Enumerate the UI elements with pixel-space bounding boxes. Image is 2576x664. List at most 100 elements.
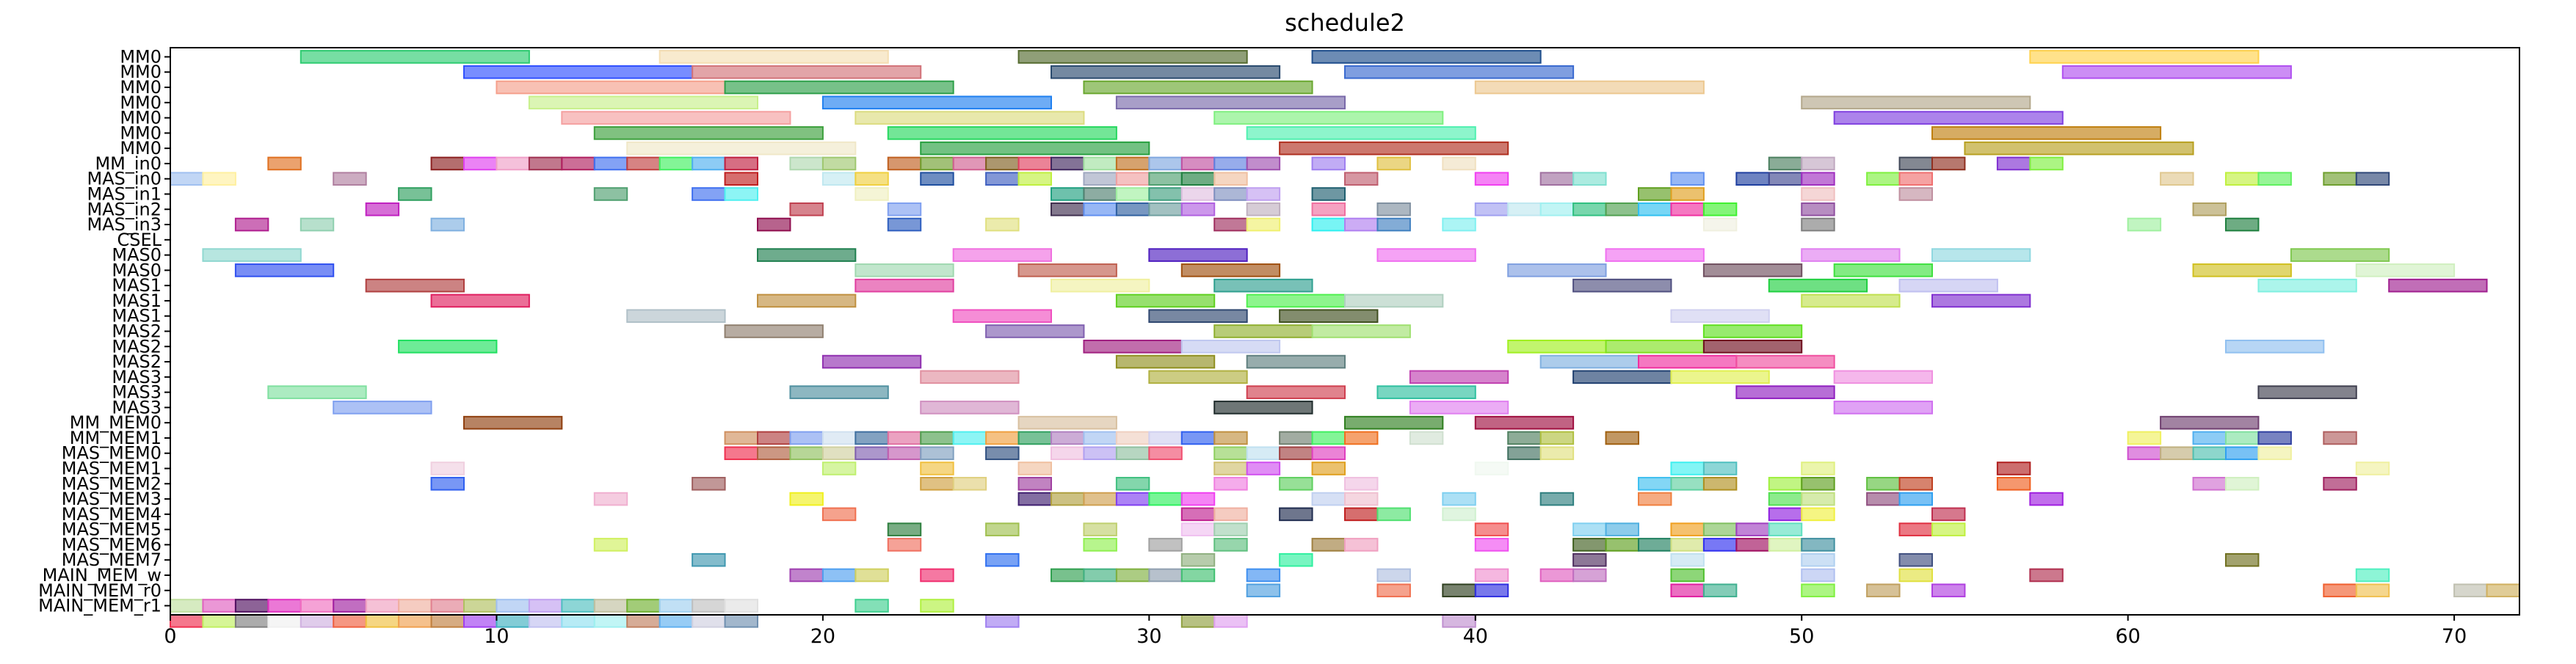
y-tick-label: MAS0 [112, 245, 162, 266]
task-bar [2029, 568, 2064, 583]
task-bar [2323, 476, 2357, 491]
task-bar [1311, 217, 1346, 232]
task-bar [1572, 202, 1607, 216]
task-bar [463, 415, 563, 430]
task-bar [1833, 401, 1934, 415]
task-bar [1572, 522, 1607, 536]
task-bar [920, 141, 1150, 156]
task-bar [658, 156, 694, 171]
task-bar [1311, 50, 1542, 64]
task-bar [1051, 65, 1281, 79]
task-bar [463, 599, 498, 613]
task-bar [333, 614, 367, 628]
task-bar [724, 614, 758, 628]
task-bar [626, 309, 726, 324]
task-bar [1115, 202, 1150, 216]
task-bar [855, 111, 1085, 125]
task-bar [789, 385, 889, 399]
task-bar [1017, 492, 1052, 506]
task-bar [561, 111, 791, 125]
y-tick-label: MM_MEM1 [70, 428, 162, 448]
task-bar [1311, 156, 1346, 171]
y-tick-label: MAIN_MEM_w [43, 565, 162, 585]
task-bar [1148, 309, 1248, 324]
task-bar [1017, 50, 1248, 64]
task-bar [724, 172, 758, 186]
task-bar [300, 614, 335, 628]
chart-title: schedule2 [1285, 9, 1405, 37]
task-bar [1996, 461, 2031, 475]
task-bar [1180, 568, 1216, 583]
task-bar [1017, 263, 1117, 277]
y-tick-label: MM0 [120, 123, 162, 143]
task-bar [1115, 354, 1216, 369]
task-bar [1670, 202, 1705, 216]
task-bar [1702, 583, 1738, 598]
task-bar [1213, 538, 1248, 552]
task-bar [1670, 538, 1705, 552]
task-bar [1180, 339, 1281, 354]
task-bar [2225, 446, 2260, 461]
task-bar [1539, 354, 1640, 369]
task-bar [1931, 583, 1966, 598]
task-bar [1344, 293, 1444, 308]
task-bar [1213, 476, 1248, 491]
task-bar [1180, 263, 1281, 277]
task-bar [593, 538, 628, 552]
task-bar [952, 309, 1052, 324]
y-tick-label: MM_in0 [95, 153, 162, 174]
task-bar [1768, 172, 1803, 186]
task-bar [1866, 476, 1901, 491]
task-bar [789, 492, 824, 506]
task-bar [300, 50, 530, 64]
task-bar [1017, 415, 1117, 430]
task-bar [1017, 461, 1052, 475]
task-bar [1801, 552, 1835, 567]
task-bar [1083, 522, 1117, 536]
task-bar [1083, 80, 1313, 95]
task-bar [692, 614, 726, 628]
task-bar [1311, 187, 1346, 201]
task-bar [1898, 568, 1934, 583]
task-bar [952, 476, 987, 491]
task-bar [496, 80, 726, 95]
task-bar [1768, 507, 1803, 522]
task-bar [1898, 492, 1934, 506]
task-bar [1735, 538, 1770, 552]
task-bar [1246, 568, 1281, 583]
task-bar [1931, 507, 1966, 522]
task-bar [496, 156, 530, 171]
task-bar [267, 385, 367, 399]
task-bar [430, 599, 465, 613]
task-bar [1670, 461, 1705, 475]
task-bar [1017, 156, 1052, 171]
y-tick-label: MAS_MEM3 [62, 489, 162, 509]
task-bar [1376, 202, 1411, 216]
y-tick-label: MAS_MEM5 [62, 519, 162, 540]
y-tick-label: MAS0 [112, 260, 162, 280]
task-bar [821, 156, 857, 171]
task-bar [1474, 415, 1575, 430]
task-bar [1702, 263, 1803, 277]
task-bar [1801, 492, 1835, 506]
task-bar [1442, 156, 1476, 171]
task-bar [1670, 187, 1705, 201]
task-bar [1311, 202, 1346, 216]
task-bar [170, 172, 204, 186]
task-bar [626, 141, 857, 156]
task-bar [2061, 65, 2292, 79]
task-bar [1148, 538, 1183, 552]
task-bar [855, 599, 889, 613]
task-bar [1670, 568, 1705, 583]
task-bar [1246, 293, 1346, 308]
task-bar [1409, 401, 1509, 415]
task-bar [1670, 309, 1770, 324]
task-bar [1376, 507, 1411, 522]
task-bar [1702, 522, 1738, 536]
task-bar [1638, 476, 1672, 491]
task-bar [1180, 202, 1216, 216]
task-bar [1702, 202, 1738, 216]
task-bar [1702, 339, 1803, 354]
task-bar [430, 476, 465, 491]
task-bar [1213, 156, 1248, 171]
